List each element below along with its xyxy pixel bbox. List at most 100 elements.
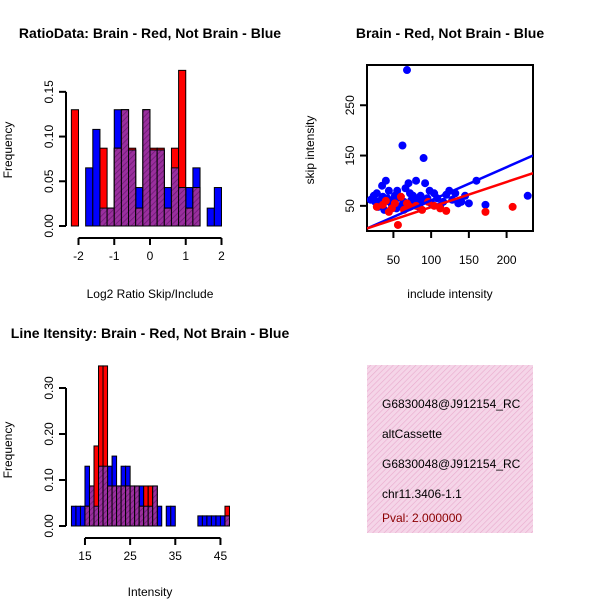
ratio-x-tick-label: -1 (109, 249, 120, 263)
ratio-x-tick-label: 1 (182, 249, 189, 263)
scatter-y-tick-label: 50 (343, 199, 357, 213)
scatter-point-brain (508, 202, 517, 211)
intensity-ylabel: Frequency (1, 422, 15, 479)
intensity-bar-overlap (107, 485, 113, 527)
ratio-bar-overlap (178, 187, 187, 227)
scatter-x-tick-label: 50 (387, 253, 401, 267)
scatter-point-brain (381, 196, 390, 205)
intensity-bar-not-brain (75, 505, 81, 527)
ratio-y-tick-label: 0.00 (42, 214, 56, 238)
intensity-bar-overlap (93, 505, 100, 527)
ratio-y-tick-label: 0.15 (42, 80, 56, 104)
intensity-bar-overlap (224, 515, 230, 527)
scatter-ylabel: skip intensity (303, 116, 317, 185)
intensity-x-tick-label: 35 (169, 549, 183, 563)
scatter-x-tick-label: 150 (459, 253, 479, 267)
ratio-ylabel: Frequency (1, 122, 15, 179)
scatter-point-brain (390, 199, 399, 208)
ratio-bars (70, 69, 222, 227)
ratio-bar-overlap (142, 109, 151, 227)
info-box (367, 365, 533, 533)
ratio-bar-overlap (120, 109, 130, 227)
ratio-bar-brain (70, 109, 80, 227)
ratio-title: RatioData: Brain - Red, Not Brain - Blue (19, 25, 281, 41)
fit-line-brain (367, 171, 533, 230)
scatter-point-brain (372, 202, 381, 211)
scatter-point-not-brain (416, 191, 425, 200)
fit-line-not-brain (367, 154, 533, 230)
intensity-bar-not-brain (210, 515, 217, 527)
intensity-bar-not-brain (215, 515, 221, 527)
intensity-bar-overlap (134, 485, 140, 527)
intensity-bar-overlap (138, 505, 145, 527)
scatter-point-not-brain (393, 186, 402, 195)
ratio-bar-overlap (170, 167, 180, 227)
intensity-bar-overlap (129, 485, 136, 527)
scatter-point-not-brain (384, 186, 393, 195)
scatter-point-not-brain (412, 176, 421, 185)
ratio-x-tick-label: -2 (73, 249, 84, 263)
scatter-xlabel: include intensity (407, 287, 492, 301)
ratio-bar-overlap (128, 149, 137, 227)
ratio-bar-not-brain (92, 128, 101, 227)
scatter-point-brain (481, 207, 490, 216)
intensity-title: Line Itensity: Brain - Red, Not Brain - … (11, 325, 290, 341)
info-line-3: G6830048@J912154_RC (382, 457, 521, 471)
scatter-point-not-brain (421, 179, 430, 188)
intensity-y-tick-label: 0.00 (42, 514, 56, 538)
intensity-axes: 15 25 35 45 0.00 0.10 0.20 0.30 (42, 376, 227, 563)
scatter-axes: 50 100 150 200 50 150 250 (343, 95, 517, 267)
scatter-panel: Brain - Red, Not Brain - Blue 50 100 150 20… (303, 25, 544, 301)
intensity-y-tick-label: 0.30 (42, 376, 56, 400)
ratio-axes: -2 -1 0 1 2 0.00 0.05 0.10 0.15 (42, 80, 225, 263)
ratio-x-tick-label: 2 (218, 249, 225, 263)
scatter-point-brain (393, 220, 402, 229)
scatter-y-tick-label: 250 (343, 95, 357, 115)
ratio-bar-overlap (135, 207, 144, 227)
ratio-bar-overlap (185, 207, 194, 227)
intensity-bar-not-brain (206, 515, 212, 527)
intensity-bar-not-brain (70, 505, 77, 527)
ratio-bar-not-brain (85, 167, 94, 227)
scatter-y-tick-label: 150 (343, 145, 357, 165)
scatter-point-not-brain (481, 200, 490, 209)
intensity-bar-overlap (102, 465, 109, 527)
ratio-xlabel: Log2 Ratio Skip/Include (87, 287, 214, 301)
ratio-bar-overlap (163, 207, 172, 227)
scatter-title: Brain - Red, Not Brain - Blue (356, 25, 544, 41)
info-line-4: chr11.3406-1.1 (382, 487, 462, 501)
info-line-1: G6830048@J912154_RC (382, 397, 521, 411)
intensity-bar-overlap (98, 465, 104, 527)
intensity-bar-overlap (111, 485, 118, 527)
scatter-point-not-brain (381, 176, 390, 185)
scatter-point-not-brain (523, 191, 532, 200)
scatter-plot-frame (366, 64, 534, 232)
intensity-x-tick-label: 15 (78, 549, 92, 563)
intensity-bar-not-brain (170, 505, 176, 527)
intensity-bar-overlap (88, 485, 95, 527)
intensity-bar-not-brain (201, 515, 208, 527)
scatter-point-not-brain (404, 179, 413, 188)
info-panel: G6830048@J912154_RC altCassette G6830048… (367, 365, 533, 533)
intensity-bar-overlap (120, 485, 127, 527)
intensity-bar-overlap (116, 485, 122, 527)
ratio-bar-not-brain (213, 187, 222, 227)
scatter-point-not-brain (402, 66, 411, 75)
intensity-bar-overlap (143, 505, 149, 527)
intensity-bar-not-brain (156, 505, 163, 527)
intensity-bars (70, 365, 230, 527)
intensity-x-tick-label: 25 (123, 549, 137, 563)
intensity-bar-not-brain (219, 515, 226, 527)
intensity-bar-overlap (125, 485, 131, 527)
scatter-point-brain (436, 204, 445, 213)
intensity-y-tick-label: 0.10 (42, 468, 56, 492)
scatter-point-brain (442, 206, 451, 215)
ratio-y-tick-label: 0.05 (42, 169, 56, 193)
scatter-x-tick-label: 100 (421, 253, 441, 267)
info-line-2: altCassette (382, 427, 442, 441)
intensity-xlabel: Intensity (128, 585, 173, 599)
ratio-y-tick-label: 0.10 (42, 125, 56, 149)
intensity-histogram-panel: Line Itensity: Brain - Red, Not Brain - … (1, 325, 289, 599)
intensity-bar-not-brain (79, 505, 86, 527)
